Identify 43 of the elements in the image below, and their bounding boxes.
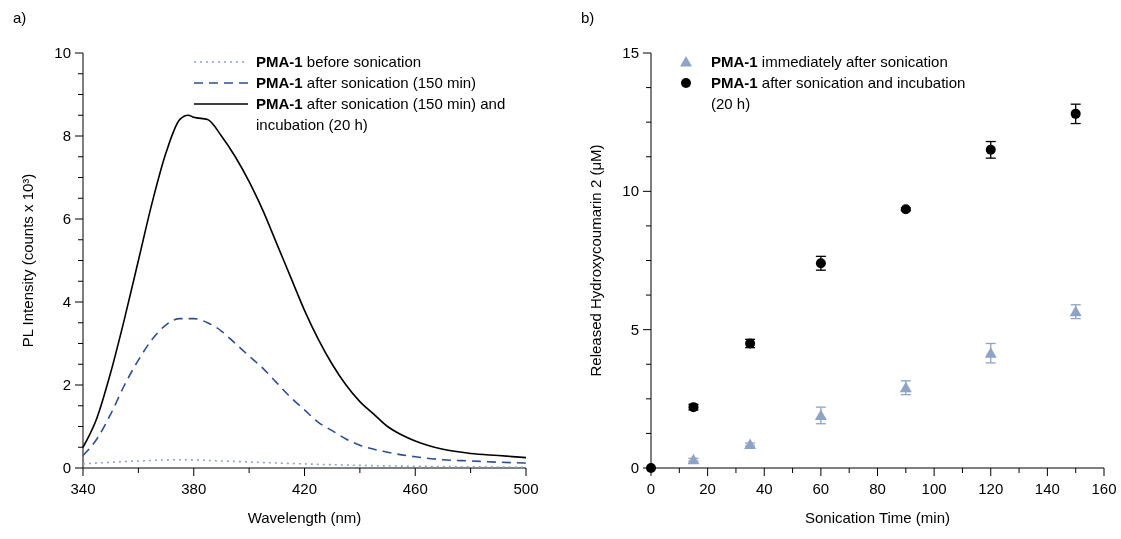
y-tick-label: 5: [630, 320, 639, 338]
y-tick-label: 10: [622, 182, 639, 200]
x-tick-label: 420: [291, 480, 318, 497]
point: [814, 409, 827, 420]
x-tick-label: 340: [70, 480, 96, 497]
x-tick-label: 60: [812, 480, 830, 497]
point: [984, 347, 997, 358]
point: [646, 463, 656, 473]
y-axis-title: Released Hydroxycoumarin 2 (μM): [587, 144, 604, 377]
x-tick-label: 160: [1091, 480, 1117, 497]
chart-title: a): [13, 9, 27, 26]
x-tick-label: 140: [1034, 480, 1060, 497]
x-tick-label: 120: [978, 480, 1004, 497]
legend-label: PMA-1 after sonication (150 min) and incubation (20 h): [256, 95, 506, 133]
x-tick-label: 380: [181, 480, 207, 497]
y-tick-label: 15: [622, 44, 639, 61]
legend-label: PMA-1 immediately after sonication: [711, 53, 948, 70]
x-axis-title: Sonication Time (min): [804, 509, 951, 526]
x-tick-label: 500: [513, 480, 539, 497]
y-tick-label: 0: [630, 459, 639, 476]
y-tick-label: 2: [62, 376, 71, 393]
legend-label: PMA-1 before sonication: [256, 53, 422, 70]
y-axis-title: PL Intensity (counts x 10³): [19, 173, 36, 348]
y-tick-label: 8: [62, 127, 71, 144]
y-tick-label: 0: [62, 459, 71, 476]
legend-label: PMA-1 after sonication (150 min): [256, 74, 477, 91]
x-tick-label: 460: [402, 480, 428, 497]
line-series: [82, 317, 527, 464]
point: [985, 144, 996, 155]
chart-title: b): [581, 9, 595, 26]
point: [687, 453, 700, 465]
y-tick-label: 10: [54, 44, 71, 61]
x-axis-title: Wavelength (nm): [247, 509, 362, 526]
y-tick-label: 4: [62, 293, 71, 310]
x-tick-label: 80: [869, 480, 886, 497]
point: [744, 438, 757, 449]
y-tick-label: 6: [62, 210, 71, 227]
x-tick-label: 20: [699, 480, 716, 497]
x-tick-label: 40: [755, 480, 773, 497]
point: [1070, 108, 1081, 119]
x-tick-label: 0: [646, 480, 656, 497]
x-tick-label: 100: [921, 480, 947, 497]
legend-label: PMA-1 after sonication and incubation (20 h): [711, 74, 966, 112]
